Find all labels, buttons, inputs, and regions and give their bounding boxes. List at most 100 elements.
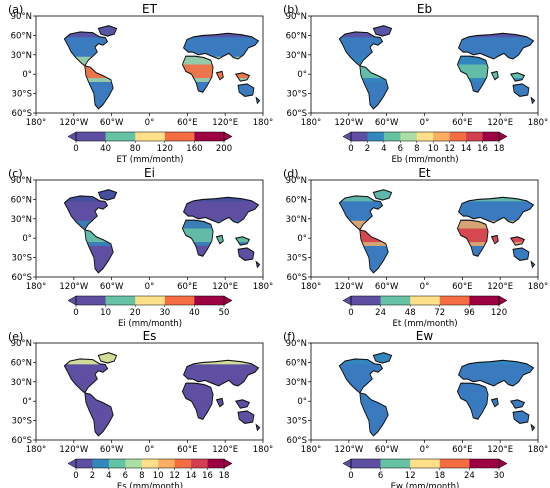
colorbar-tick-label: 2 [365, 144, 370, 154]
colorbar-tick-label: 8 [139, 471, 144, 481]
colorbar-segment [191, 459, 208, 468]
colorbar-tick-label: 0 [348, 308, 353, 318]
colorbar-min-arrow [67, 295, 77, 306]
colorbar-tick-label: 8 [414, 144, 419, 154]
colorbar-segment [351, 296, 381, 305]
panel-title: Et [418, 166, 431, 180]
lon-tick-label: 60°E [452, 118, 472, 128]
lat-tick-label: 60°S [287, 273, 307, 283]
lat-tick-label: 30°N [11, 215, 32, 225]
lat-tick-label: 60°N [11, 195, 32, 205]
lon-tick-label: 180° [528, 118, 548, 128]
panel-letter: (d) [283, 167, 299, 180]
colorbar-segment [416, 132, 434, 141]
lon-tick-label: 180° [253, 445, 273, 455]
colorbar-segment [482, 132, 500, 141]
lon-tick-label: 120°W [59, 282, 88, 292]
lat-tick-label: 0° [297, 397, 307, 407]
colorbar-segment [351, 459, 381, 468]
colorbar-tick-label: 20 [130, 308, 141, 318]
panel-title: Eb [417, 2, 432, 16]
colorbar-tick-label: 10 [100, 308, 111, 318]
colorbar-tick-label: 0 [73, 471, 78, 481]
lat-tick-label: 60°N [11, 31, 32, 41]
colorbar: 0 40 80 120 160 200 ET (mm/month) [67, 131, 233, 165]
lat-tick-label: 30°N [286, 378, 307, 388]
lat-tick-label: 30°S [12, 417, 32, 427]
colorbar-tick-label: 30 [494, 471, 505, 481]
colorbar-segment [380, 459, 411, 468]
colorbar-segment [469, 296, 500, 305]
lat-tick-label: 30°N [286, 51, 307, 61]
lon-tick-label: 0° [145, 445, 155, 455]
colorbar: 0 2 4 6 8 10 12 14 16 18 Es (mm/month) [67, 458, 233, 488]
lat-tick-label: 30°S [12, 90, 32, 100]
colorbar-segment [76, 459, 93, 468]
colorbar-segment [207, 459, 225, 468]
colorbar-segment [164, 296, 195, 305]
colorbar-segment [439, 296, 470, 305]
colorbar-tick-label: 14 [186, 471, 197, 481]
colorbar-max-arrow [498, 295, 508, 306]
colorbar-tick-label: 96 [464, 308, 475, 318]
colorbar-segment [92, 459, 110, 468]
colorbar-tick-label: 80 [130, 144, 141, 154]
colorbar-segment [367, 132, 385, 141]
lon-tick-label: 60°W [100, 282, 124, 292]
colorbar-tick-label: 24 [464, 471, 475, 481]
colorbar: 0 2 4 6 8 10 12 14 16 18 Eb (mm/month) [342, 131, 508, 165]
panel-letter: (f) [283, 330, 295, 343]
panel-letter: (a) [8, 3, 23, 16]
lon-tick-label: 60°E [452, 282, 472, 292]
colorbar-segment [105, 296, 136, 305]
colorbar: 0 10 20 30 40 50 Ei (mm/month) [67, 295, 233, 329]
lat-tick-label: 90°N [286, 12, 307, 22]
lat-tick-label: 0° [297, 234, 307, 244]
lon-tick-label: 120°W [334, 118, 363, 128]
colorbar-tick-label: 0 [348, 471, 353, 481]
colorbar-tick-label: 6 [398, 144, 403, 154]
lon-tick-label: 120°W [334, 445, 363, 455]
colorbar-tick-label: 72 [434, 308, 445, 318]
lat-tick-label: 30°S [287, 254, 307, 264]
map-frame [310, 179, 539, 278]
colorbar-tick-label: 0 [73, 308, 78, 318]
colorbar-segment [76, 132, 106, 141]
colorbar-segment [76, 296, 106, 305]
colorbar-segment [141, 459, 159, 468]
colorbar-segment [158, 459, 175, 468]
colorbar-tick-label: 16 [202, 471, 213, 481]
lat-tick-label: 0° [22, 70, 32, 80]
lon-tick-label: 60°W [375, 282, 399, 292]
lon-tick-label: 120°W [334, 282, 363, 292]
colorbar-segment [105, 132, 136, 141]
colorbar-segment [433, 132, 450, 141]
colorbar-segment [410, 296, 441, 305]
colorbar-tick-label: 4 [381, 144, 386, 154]
colorbar-min-arrow [342, 131, 352, 142]
colorbar-max-arrow [498, 458, 508, 469]
colorbar-segment [469, 459, 500, 468]
colorbar-max-arrow [223, 458, 233, 469]
colorbar-tick-label: 18 [494, 144, 505, 154]
lon-tick-label: 120°E [212, 282, 238, 292]
lat-tick-label: 90°N [286, 339, 307, 349]
lon-tick-label: 120°E [212, 445, 238, 455]
panel-title: ET [142, 2, 158, 16]
lat-tick-label: 30°N [11, 378, 32, 388]
lat-tick-label: 30°S [287, 90, 307, 100]
lon-tick-label: 180° [26, 445, 46, 455]
colorbar-segment [449, 132, 467, 141]
colorbar-segment [439, 459, 470, 468]
colorbar-segment [194, 132, 225, 141]
colorbar-tick-label: 16 [477, 144, 488, 154]
lon-tick-label: 0° [420, 445, 430, 455]
colorbar-tick-label: 12 [169, 471, 180, 481]
colorbar-tick-label: 18 [219, 471, 230, 481]
map-frame [310, 342, 539, 441]
colorbar-segment [108, 459, 126, 468]
colorbar-tick-label: 200 [216, 144, 232, 154]
colorbar-tick-label: 10 [428, 144, 439, 154]
lon-tick-label: 180° [253, 118, 273, 128]
